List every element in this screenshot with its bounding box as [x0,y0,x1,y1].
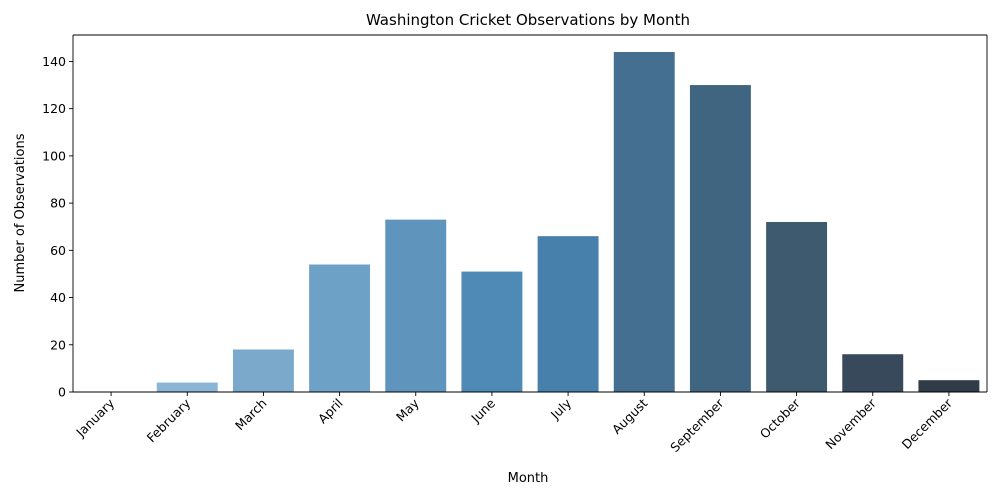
x-tick-label: January [72,395,117,440]
x-tick-label: May [393,395,422,424]
plot-area: 0 20 40 60 80 100 120 140 January February March Ap… [42,34,988,455]
y-axis-label: Number of Observations [13,133,28,292]
bar-september [689,85,751,392]
bar-december [918,380,980,392]
x-tick-label: July [547,395,575,423]
y-tick-label: 80 [50,196,66,211]
x-tick-label: October [757,395,804,442]
bar-october [766,222,828,392]
bar-november [842,354,904,392]
y-tick-label: 0 [58,385,66,400]
x-tick-label: November [822,395,879,452]
x-tick-label: February [144,395,194,445]
bar-august [613,52,675,392]
x-tick-label: December [899,395,956,452]
bar-april [309,264,371,392]
x-tick-label: June [467,395,498,426]
chart-title: Washington Cricket Observations by Month [366,11,690,29]
bar-may [385,219,447,392]
y-tick-label: 140 [42,54,66,69]
bar-july [537,236,599,392]
y-tick-label: 120 [42,101,66,116]
y-tick-label: 60 [50,243,66,258]
x-tick-label: April [315,396,346,427]
bar-february [156,382,218,392]
y-tick-label: 20 [50,337,66,352]
x-tick-label: March [232,396,270,434]
x-tick-label: September [667,395,727,455]
y-tick-label: 100 [42,148,66,163]
x-tick-label: August [609,395,651,437]
x-axis-label: Month [508,471,549,486]
bar-march [232,349,294,392]
y-tick-label: 40 [50,290,66,305]
bar-june [461,271,523,392]
